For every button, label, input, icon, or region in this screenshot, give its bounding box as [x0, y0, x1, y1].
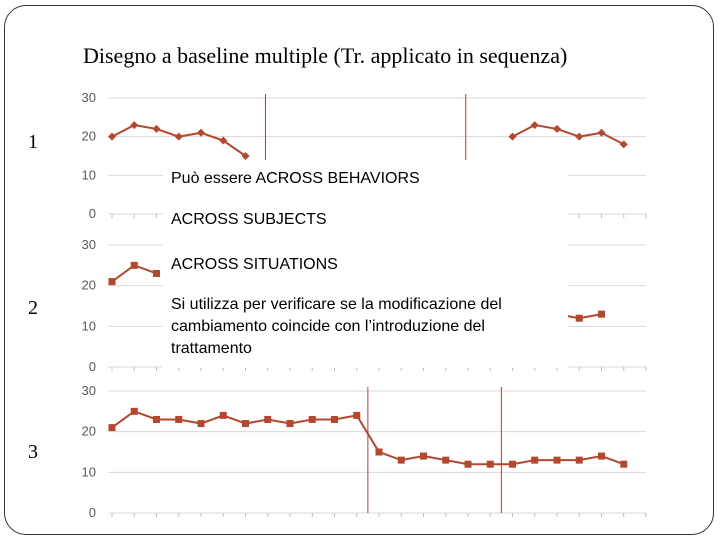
data-point-1-1 [108, 132, 116, 141]
data-point-3-15 [420, 452, 427, 460]
data-point-2-3 [153, 269, 160, 277]
data-point-1-3 [152, 124, 161, 133]
y-tick-label-3-30: 30 [82, 383, 96, 398]
data-point-1-20 [530, 121, 539, 130]
row-label-2: 2 [28, 297, 38, 319]
data-point-3-20 [531, 456, 539, 464]
data-point-1-22 [575, 132, 584, 141]
y-tick-label-2-0: 0 [89, 359, 96, 374]
data-point-3-18 [486, 460, 494, 468]
y-tick-label-1-10: 10 [82, 167, 96, 182]
y-tick-label-2-30: 30 [82, 237, 96, 252]
data-point-3-23 [598, 452, 605, 460]
data-point-3-7 [242, 420, 249, 428]
data-point-3-17 [464, 460, 472, 468]
data-point-3-22 [575, 456, 583, 464]
data-point-3-5 [197, 420, 205, 428]
data-point-1-4 [174, 132, 183, 141]
data-point-1-7 [241, 152, 250, 160]
data-point-3-9 [286, 420, 294, 428]
data-point-3-19 [509, 460, 516, 468]
data-point-3-2 [130, 407, 138, 415]
data-point-3-16 [442, 456, 450, 464]
data-point-3-14 [397, 456, 405, 464]
overlay-paragraph: Si utilizza per verificare se la modific… [171, 296, 502, 357]
y-tick-label-2-20: 20 [82, 278, 96, 293]
data-point-1-6 [219, 136, 228, 145]
data-point-2-2 [130, 261, 138, 269]
data-point-3-24 [620, 460, 628, 468]
data-point-3-10 [308, 415, 316, 423]
overlay-line-situations: ACROSS SITUATIONS [171, 256, 338, 273]
data-point-3-13 [375, 448, 383, 456]
overlay-line-subjects: ACROSS SUBJECTS [171, 211, 327, 228]
slide-frame [4, 5, 714, 535]
row-label-3: 3 [28, 441, 38, 463]
data-point-3-21 [553, 456, 561, 464]
y-tick-label-1-30: 30 [82, 90, 96, 105]
data-point-3-11 [331, 415, 338, 423]
data-point-2-23 [598, 310, 605, 318]
series-line-3-1 [111, 410, 625, 466]
data-point-3-8 [264, 415, 272, 423]
data-point-3-3 [153, 415, 160, 423]
data-point-3-4 [175, 415, 183, 423]
data-point-3-12 [353, 411, 361, 419]
data-point-1-23 [597, 128, 606, 137]
series-line-1-2 [512, 124, 625, 146]
y-tick-label-3-20: 20 [82, 424, 96, 439]
data-point-2-1 [108, 278, 116, 286]
data-point-3-6 [219, 411, 227, 419]
slide-title-text: Disegno a baseline multiple (Tr. applica… [83, 43, 568, 68]
text-overlay: Può essere ACROSS BEHAVIORS ACROSS SUBJE… [163, 160, 568, 368]
row-label-1: 1 [28, 131, 38, 153]
y-tick-label-3-10: 10 [82, 464, 96, 479]
slide-title: Disegno a baseline multiple (Tr. applica… [79, 40, 599, 72]
data-point-1-19 [508, 132, 517, 141]
y-tick-label-2-10: 10 [82, 318, 96, 333]
data-point-1-2 [130, 121, 139, 130]
y-tick-label-1-0: 0 [89, 206, 96, 221]
data-point-1-21 [553, 124, 561, 133]
overlay-line-behaviors: Può essere ACROSS BEHAVIORS [171, 170, 420, 187]
y-tick-label-3-0: 0 [89, 505, 96, 520]
data-point-3-1 [108, 424, 116, 432]
data-point-1-5 [197, 128, 205, 137]
y-tick-label-1-20: 20 [82, 129, 96, 144]
data-point-2-22 [575, 314, 583, 322]
data-point-1-24 [619, 140, 628, 149]
